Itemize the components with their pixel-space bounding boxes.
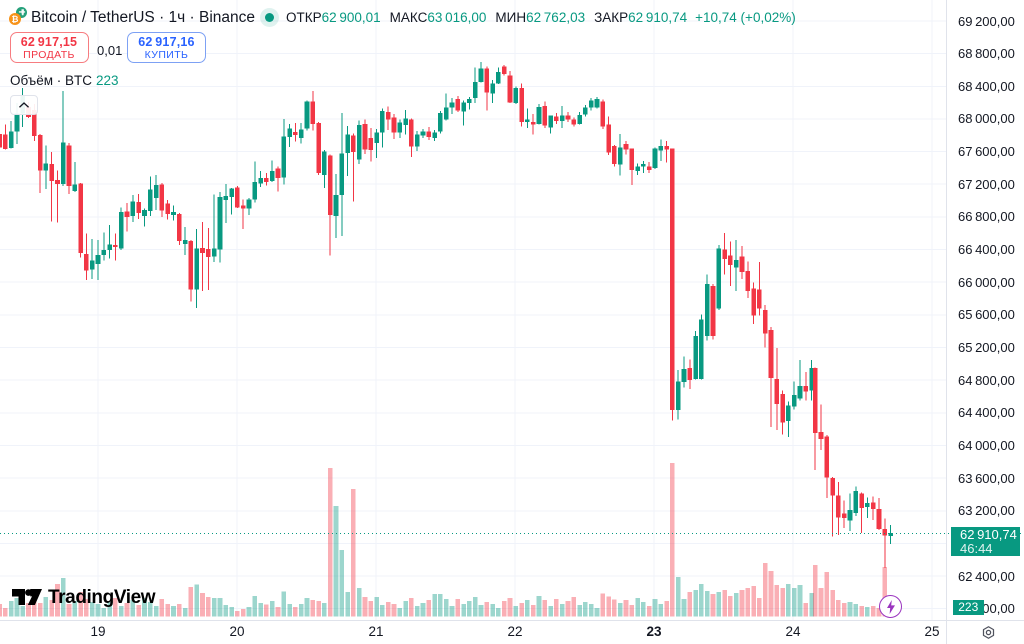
- svg-text:₿: ₿: [12, 14, 19, 24]
